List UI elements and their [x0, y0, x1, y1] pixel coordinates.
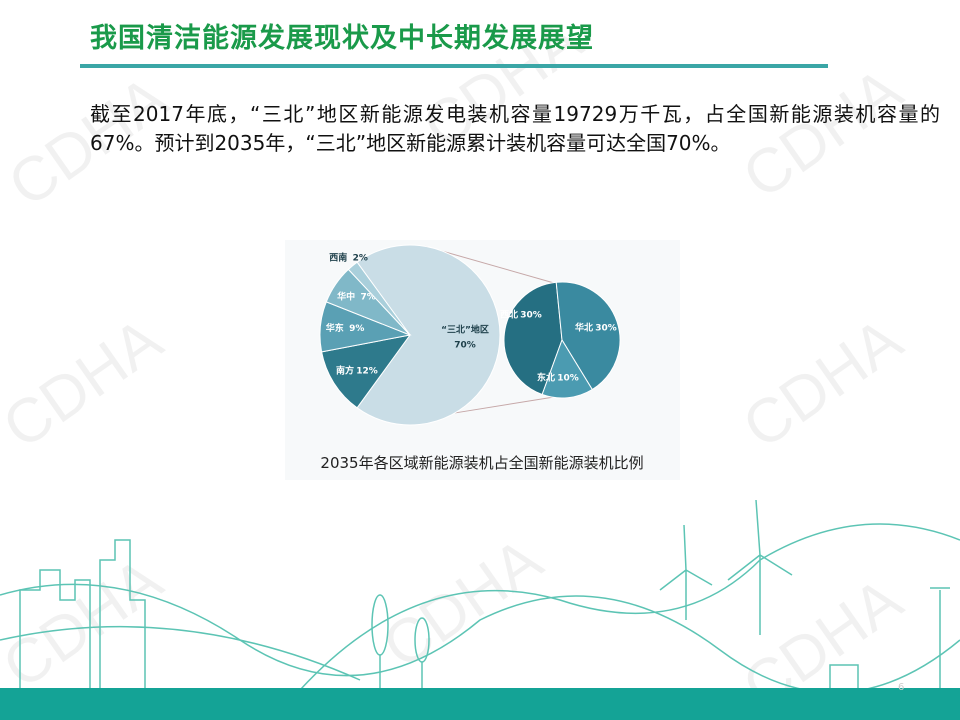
slide-title: 我国清洁能源发展现状及中长期发展展望: [90, 23, 594, 54]
breakdown-label: 西北: [500, 309, 518, 321]
body-text: 截至2017年底，“三北”地区新能源发电装机容量19729万千瓦，占全国新能源装…: [90, 102, 940, 155]
breakdown-value-label: 10%: [557, 374, 579, 384]
breakdown-slice: [555, 281, 621, 391]
slice-value-label: 7%: [361, 293, 376, 303]
slice-label: “三北”地区: [441, 324, 489, 336]
watermark: CDHA: [0, 305, 175, 463]
watermark: CDHA: [0, 545, 175, 703]
breakdown-slice: [541, 338, 593, 399]
pie-slice: [321, 334, 412, 409]
title-rule: [80, 64, 828, 68]
slice-value-label: 2%: [353, 253, 368, 263]
slice-label: 华中: [337, 291, 355, 303]
slice-value-label: 9%: [349, 324, 364, 334]
slice-value-label: 70%: [454, 341, 476, 351]
pie-slice: [356, 244, 501, 426]
landscape: [0, 499, 960, 694]
slice-label: 华东: [326, 322, 344, 334]
footer-bar: [0, 688, 960, 720]
breakdown-label: 东北: [537, 372, 555, 384]
connector: [454, 396, 555, 414]
chart-title: 2035年各区域新能源装机占全国新能源装机比例: [320, 454, 643, 472]
watermark: CDHA: [731, 305, 915, 463]
breakdown-value-label: 30%: [595, 324, 617, 334]
pie-slice: [347, 261, 411, 336]
breakdown-label: 华北: [575, 322, 593, 334]
slice-label: 西南: [329, 251, 347, 263]
breakdown-slice: [503, 281, 563, 396]
page-number: 6: [898, 682, 904, 693]
breakdown-value-label: 30%: [520, 311, 542, 321]
slice-label: 南方: [336, 365, 354, 377]
watermark: CDHA: [371, 525, 555, 683]
slice-value-label: 12%: [356, 367, 378, 377]
